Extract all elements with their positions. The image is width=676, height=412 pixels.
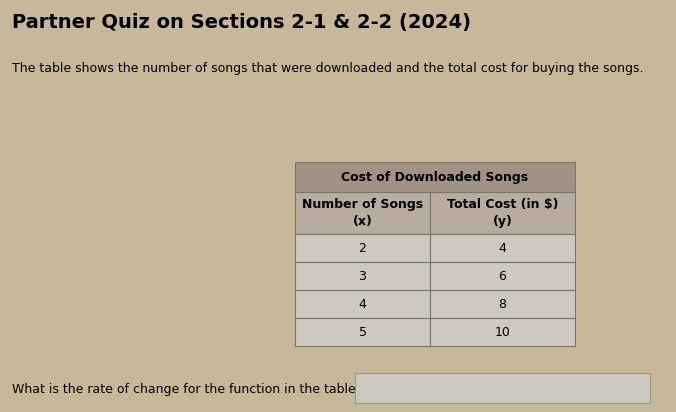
Bar [295,318,430,346]
Bar [430,318,575,346]
Text: 4: 4 [499,241,506,255]
Bar [295,162,575,192]
Text: 5: 5 [358,325,366,339]
Text: Total Cost (in $)
(y): Total Cost (in $) (y) [447,198,558,228]
Text: 4: 4 [358,297,366,311]
Bar [430,192,575,234]
Bar [430,234,575,262]
Bar [295,262,430,290]
Text: 6: 6 [499,269,506,283]
Text: 3: 3 [358,269,366,283]
Text: 10: 10 [495,325,510,339]
Bar [295,290,430,318]
Bar [430,290,575,318]
Bar [430,262,575,290]
Text: Partner Quiz on Sections 2-1 & 2-2 (2024): Partner Quiz on Sections 2-1 & 2-2 (2024… [12,13,471,32]
Text: The table shows the number of songs that were downloaded and the total cost for : The table shows the number of songs that… [12,62,644,75]
Text: Number of Songs
(x): Number of Songs (x) [302,198,423,228]
Bar [355,373,650,403]
Bar [295,234,430,262]
Bar [295,192,430,234]
Text: What is the rate of change for the function in the table?: What is the rate of change for the funct… [12,384,362,396]
Text: 8: 8 [498,297,506,311]
Text: 2: 2 [358,241,366,255]
Text: Cost of Downloaded Songs: Cost of Downloaded Songs [341,171,529,183]
